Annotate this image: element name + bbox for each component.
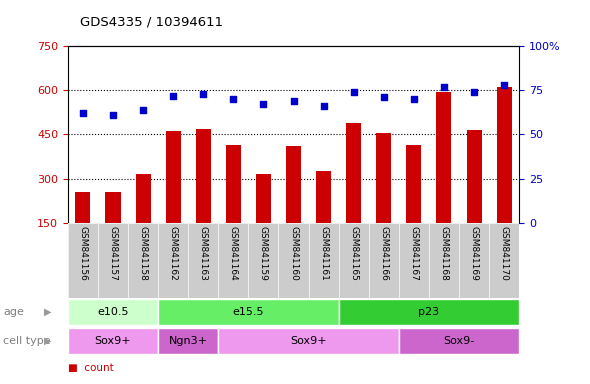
- Text: ▶: ▶: [44, 307, 52, 317]
- Bar: [106, 192, 120, 223]
- Text: GSM841166: GSM841166: [379, 227, 388, 281]
- Bar: [376, 133, 391, 223]
- Bar: [68, 299, 158, 325]
- Bar: [136, 174, 150, 223]
- Bar: [407, 145, 421, 223]
- Point: [109, 112, 118, 118]
- Point: [470, 89, 479, 95]
- Text: ■  count: ■ count: [68, 363, 114, 373]
- Text: GSM841159: GSM841159: [259, 227, 268, 281]
- Text: GSM841162: GSM841162: [169, 227, 178, 281]
- Text: Sox9-: Sox9-: [444, 336, 474, 346]
- Bar: [76, 192, 90, 223]
- Text: p23: p23: [418, 307, 440, 317]
- Text: ▶: ▶: [44, 336, 52, 346]
- Point: [319, 103, 328, 109]
- Text: GSM841170: GSM841170: [500, 227, 509, 281]
- Point: [499, 82, 509, 88]
- Point: [258, 101, 268, 108]
- Text: age: age: [3, 307, 24, 317]
- Text: GSM841158: GSM841158: [139, 227, 148, 281]
- Point: [228, 96, 238, 102]
- Point: [349, 89, 359, 95]
- Point: [169, 93, 178, 99]
- Bar: [346, 122, 361, 223]
- Text: Ngn3+: Ngn3+: [169, 336, 208, 346]
- Text: GSM841161: GSM841161: [319, 227, 328, 281]
- Text: GSM841169: GSM841169: [470, 227, 478, 281]
- Text: GSM841167: GSM841167: [409, 227, 418, 281]
- Point: [78, 110, 88, 116]
- Point: [439, 84, 449, 90]
- Text: e10.5: e10.5: [97, 307, 129, 317]
- Bar: [437, 92, 451, 223]
- Point: [138, 107, 148, 113]
- Bar: [158, 328, 218, 354]
- Text: GSM841160: GSM841160: [289, 227, 298, 281]
- Text: GSM841163: GSM841163: [199, 227, 208, 281]
- Bar: [166, 131, 181, 223]
- Bar: [256, 174, 271, 223]
- Text: e15.5: e15.5: [232, 307, 264, 317]
- Bar: [196, 129, 211, 223]
- Bar: [497, 87, 512, 223]
- Text: GSM841165: GSM841165: [349, 227, 358, 281]
- Bar: [316, 171, 331, 223]
- Text: GSM841168: GSM841168: [440, 227, 448, 281]
- Bar: [339, 299, 519, 325]
- Text: Sox9+: Sox9+: [290, 336, 327, 346]
- Text: GSM841156: GSM841156: [78, 227, 87, 281]
- Bar: [68, 328, 158, 354]
- Text: GSM841164: GSM841164: [229, 227, 238, 281]
- Text: Sox9+: Sox9+: [94, 336, 132, 346]
- Bar: [218, 328, 399, 354]
- Point: [379, 94, 388, 100]
- Bar: [467, 130, 481, 223]
- Text: cell type: cell type: [3, 336, 51, 346]
- Point: [409, 96, 419, 102]
- Bar: [399, 328, 519, 354]
- Bar: [226, 145, 241, 223]
- Text: GSM841157: GSM841157: [109, 227, 117, 281]
- Point: [289, 98, 298, 104]
- Bar: [158, 299, 339, 325]
- Text: GDS4335 / 10394611: GDS4335 / 10394611: [80, 16, 223, 29]
- Bar: [286, 146, 301, 223]
- Point: [198, 91, 208, 97]
